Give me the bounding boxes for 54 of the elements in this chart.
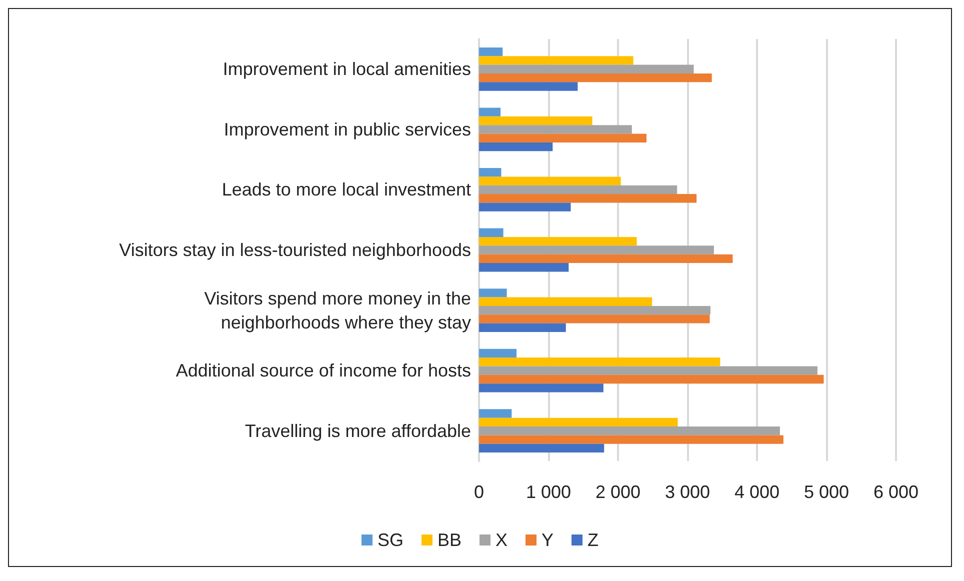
bar bbox=[479, 108, 501, 116]
x-tick-label: 2 000 bbox=[595, 482, 641, 502]
bar bbox=[479, 202, 571, 212]
bar bbox=[479, 228, 504, 237]
bar bbox=[479, 246, 714, 254]
bar bbox=[479, 384, 604, 392]
y-tick-label: Improvement in local amenities bbox=[222, 59, 471, 80]
bar bbox=[479, 306, 710, 315]
bar bbox=[479, 125, 632, 134]
bar bbox=[479, 64, 694, 74]
legend-label: Y bbox=[542, 530, 554, 550]
bar bbox=[479, 358, 720, 366]
bar bbox=[479, 116, 592, 126]
legend-label: X bbox=[496, 530, 508, 550]
bar bbox=[479, 409, 512, 418]
bar bbox=[479, 366, 818, 375]
bar bbox=[479, 236, 637, 246]
bar bbox=[479, 194, 697, 203]
bar bbox=[479, 323, 566, 332]
y-tick-label: Additional source of income for hosts bbox=[176, 360, 471, 381]
x-tick-label: 1 000 bbox=[526, 482, 572, 502]
x-tick-label: 0 bbox=[474, 482, 484, 502]
bar bbox=[479, 263, 569, 272]
bar bbox=[479, 142, 553, 152]
bar bbox=[479, 314, 710, 324]
bar bbox=[479, 444, 604, 453]
bar bbox=[479, 82, 578, 91]
legend-label: Z bbox=[588, 530, 599, 550]
bar bbox=[479, 185, 678, 194]
x-tick-label: 4 000 bbox=[734, 482, 780, 502]
x-tick-label: 5 000 bbox=[804, 482, 850, 502]
y-tick-label: Visitors spend more money in the neighborhoods where they stay bbox=[204, 288, 471, 332]
bar bbox=[479, 73, 712, 82]
bar bbox=[479, 56, 634, 65]
bar bbox=[479, 288, 507, 298]
bar bbox=[479, 168, 502, 177]
bar bbox=[479, 418, 678, 427]
y-tick-label: Leads to more local investment bbox=[222, 180, 471, 200]
y-tick-label: Visitors stay in less-touristed neighborhoods bbox=[119, 240, 471, 260]
bar bbox=[479, 254, 733, 264]
y-tick-label: Travelling is more affordable bbox=[244, 420, 471, 441]
bar bbox=[479, 176, 621, 186]
x-tick-label: 3 000 bbox=[664, 482, 710, 502]
y-tick-label: Improvement in public services bbox=[224, 119, 471, 140]
legend-label: BB bbox=[437, 530, 462, 550]
bar bbox=[479, 47, 503, 56]
x-tick-label: 6 000 bbox=[873, 482, 919, 502]
bar bbox=[479, 348, 517, 358]
bar bbox=[479, 435, 784, 444]
legend-label: SG bbox=[377, 530, 404, 550]
bar bbox=[479, 374, 824, 384]
bar bbox=[479, 297, 652, 306]
bar bbox=[479, 426, 780, 436]
bar bbox=[479, 134, 646, 142]
